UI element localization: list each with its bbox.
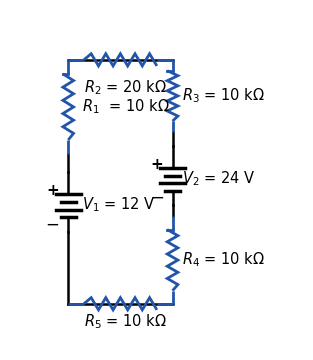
Text: $R_1$  = 10 kΩ: $R_1$ = 10 kΩ: [82, 98, 169, 116]
Text: $V_2$ = 24 V: $V_2$ = 24 V: [182, 169, 256, 188]
Text: $R_4$ = 10 kΩ: $R_4$ = 10 kΩ: [182, 251, 265, 269]
Text: +: +: [151, 157, 163, 172]
Text: −: −: [150, 189, 164, 207]
Text: $R_2$ = 20 kΩ: $R_2$ = 20 kΩ: [84, 78, 167, 96]
Text: $R_5$ = 10 kΩ: $R_5$ = 10 kΩ: [84, 312, 167, 331]
Text: +: +: [46, 183, 59, 198]
Text: −: −: [45, 215, 59, 233]
Text: $R_3$ = 10 kΩ: $R_3$ = 10 kΩ: [182, 86, 265, 105]
Text: $V_1$ = 12 V: $V_1$ = 12 V: [82, 195, 155, 214]
